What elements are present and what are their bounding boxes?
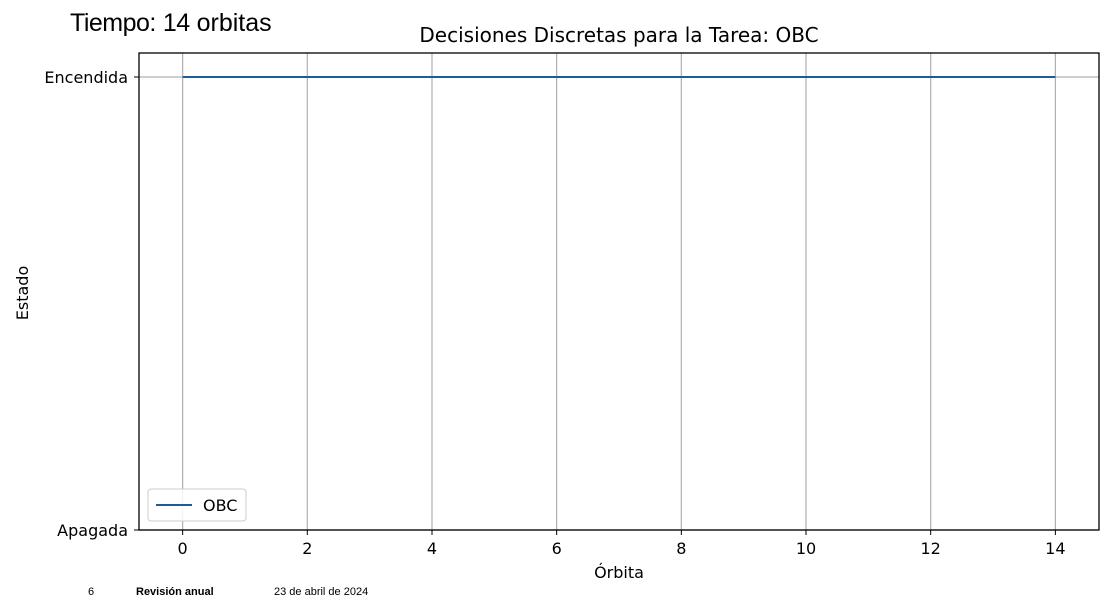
x-axis-label: Órbita <box>594 563 644 582</box>
x-tick-label: 10 <box>796 539 816 558</box>
slide-heading: Tiempo: 14 orbitas <box>70 9 272 38</box>
footer-page-number: 6 <box>88 586 95 598</box>
x-tick-label: 6 <box>552 539 562 558</box>
ticks: 0 2 4 6 8 10 12 14 Apagada Encendida <box>44 68 1065 558</box>
heading-unit: orbitas <box>196 9 272 37</box>
chart-title: Decisiones Discretas para la Tarea: OBC <box>419 23 818 47</box>
chart: Decisiones Discretas para la Tarea: OBC … <box>13 23 1100 582</box>
y-tick-label: Encendida <box>44 68 128 87</box>
x-tick-label: 0 <box>178 539 188 558</box>
grid <box>139 53 1099 531</box>
y-axis-label: Estado <box>13 266 32 320</box>
x-tick-label: 4 <box>427 539 437 558</box>
legend-label: OBC <box>203 496 237 515</box>
footer-date: 23 de abril de 2024 <box>274 586 369 598</box>
plot-frame <box>138 52 1100 531</box>
footer-title: Revisión anual <box>136 586 214 598</box>
x-tick-label: 2 <box>302 539 312 558</box>
legend-box <box>147 488 247 522</box>
y-tick-label: Apagada <box>57 521 128 540</box>
heading-value: 14 <box>162 9 190 37</box>
x-tick-label: 12 <box>921 539 941 558</box>
legend: OBC <box>147 488 247 522</box>
x-tick-label: 14 <box>1045 539 1065 558</box>
heading-label: Tiempo: <box>70 9 156 37</box>
x-tick-label: 8 <box>676 539 686 558</box>
